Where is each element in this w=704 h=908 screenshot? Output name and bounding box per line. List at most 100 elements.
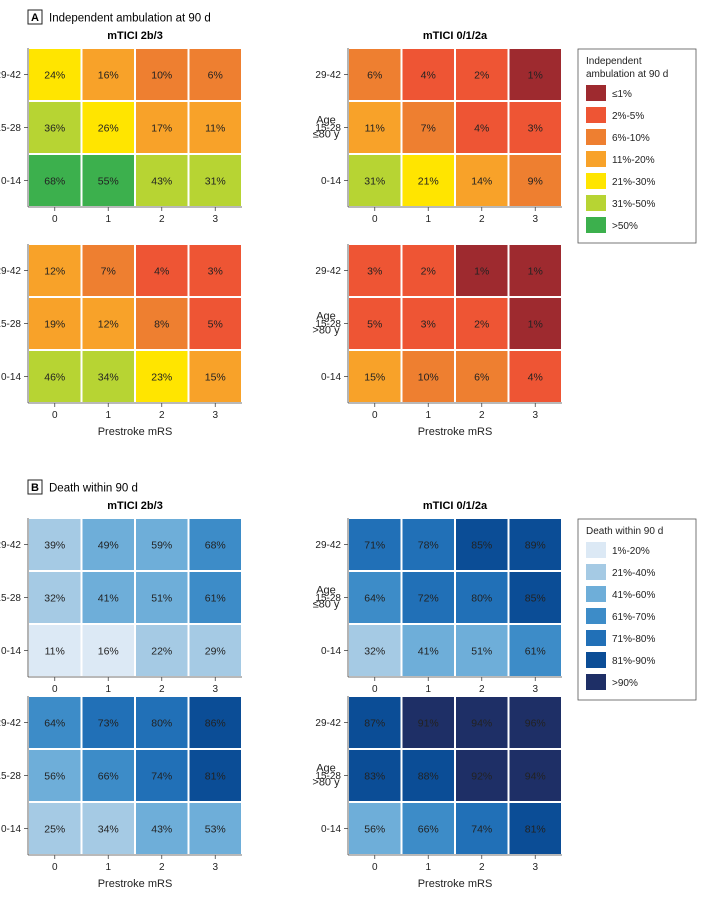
heatmap-cell-label: 56% [364,824,385,836]
heatmap-cell [187,349,243,404]
heatmap-cell [507,623,563,678]
legend-item-label: 11%-20% [612,155,655,166]
x-axis-label: Prestroke mRS [98,878,173,890]
heatmap-cell-label: 3% [421,319,436,331]
heatmap-cell [80,748,136,803]
heatmap-cell-label: 1% [528,70,543,82]
x-tick-label: 1 [425,862,431,873]
heatmap-cell [400,623,456,678]
heatmap-cell-label: 26% [98,123,119,135]
x-tick-label: 0 [52,862,58,873]
heatmap-cell [27,801,83,856]
x-tick-label: 3 [532,862,538,873]
heatmap-cell [507,517,563,572]
x-tick-label: 1 [105,214,111,225]
heatmap-column-title: mTICI 0/1/2a [423,500,488,512]
x-tick-label: 2 [159,862,165,873]
heatmap-cell-label: 96% [525,718,546,730]
heatmap-cell [187,153,243,208]
age-group-label: >80 y [312,325,340,337]
heatmap-cell-label: 1% [528,266,543,278]
age-group-label: Age [316,763,336,775]
legend-item-label: 81%-90% [612,656,655,667]
x-tick-label: 2 [479,410,485,421]
heatmap-cell-label: 71% [364,540,385,552]
y-tick-label: 15-28 [315,123,341,134]
y-tick-label: 15-28 [315,593,341,604]
x-tick-label: 3 [212,684,218,695]
heatmap-cell [134,153,190,208]
heatmap-cell-label: 92% [471,771,492,783]
x-tick-label: 3 [212,214,218,225]
heatmap-column-title: mTICI 2b/3 [107,30,163,42]
heatmap-cell-label: 89% [525,540,546,552]
y-tick-label: 0-14 [1,646,21,657]
y-tick-label: 29-42 [315,718,341,729]
heatmap-cell-label: 22% [151,646,172,658]
age-group-label: Age [316,311,336,323]
x-tick-label: 2 [159,410,165,421]
legend-swatch [586,630,606,646]
heatmap-cell [80,623,136,678]
y-tick-label: 0-14 [1,372,21,383]
heatmap-cell-label: 3% [208,266,223,278]
heatmap-cell [187,243,243,298]
legend-item-label: >50% [612,221,638,232]
heatmap-cell-label: 1% [528,319,543,331]
heatmap-cell-label: 17% [151,123,172,135]
x-tick-label: 1 [425,684,431,695]
legend-swatch [586,586,606,602]
heatmap-cell-label: 12% [44,266,65,278]
y-tick-label: 15-28 [315,319,341,330]
heatmap-cell [507,243,563,298]
legend-swatch [586,129,606,145]
heatmap-cell-label: 55% [98,176,119,188]
heatmap-cell-label: 7% [101,266,116,278]
heatmap-cell-label: 2% [421,266,436,278]
x-axis-label: Prestroke mRS [418,878,493,890]
legend-item-label: 6%-10% [612,133,650,144]
legend-title: ambulation at 90 d [586,69,668,80]
heatmap-cell-label: 16% [98,646,119,658]
x-tick-label: 3 [532,410,538,421]
heatmap-cell-label: 85% [471,540,492,552]
legend-swatch [586,85,606,101]
legend-swatch [586,542,606,558]
y-tick-label: 29-42 [0,70,21,81]
y-tick-label: 0-14 [321,646,341,657]
legend-item-label: >90% [612,678,638,689]
heatmap-cell-label: 68% [44,176,65,188]
legend-item-label: ≤1% [612,89,632,100]
y-tick-label: 29-42 [315,540,341,551]
heatmap-cell-label: 88% [418,771,439,783]
x-tick-label: 0 [372,684,378,695]
heatmap-cell-label: 9% [528,176,543,188]
heatmap-cell [27,100,83,155]
heatmap-cell-label: 39% [44,540,65,552]
heatmap-cell-label: 4% [528,372,543,384]
heatmap-cell-label: 15% [205,372,226,384]
heatmap-cell-label: 6% [474,372,489,384]
heatmap-cell-label: 4% [421,70,436,82]
heatmap-cell-label: 43% [151,176,172,188]
heatmap-cell-label: 74% [471,824,492,836]
heatmap-cell-label: 34% [98,824,119,836]
y-tick-label: 15-28 [0,593,21,604]
heatmap-cell-label: 36% [44,123,65,135]
heatmap-cell-label: 11% [205,123,225,135]
heatmap-cell-label: 41% [418,646,439,658]
x-axis-label: Prestroke mRS [98,426,173,438]
heatmap-cell-label: 34% [98,372,119,384]
x-tick-label: 1 [105,862,111,873]
legend-item-label: 1%-20% [612,546,650,557]
heatmap-cell-label: 51% [151,593,172,605]
heatmap-cell-label: 15% [364,372,385,384]
legend-swatch [586,564,606,580]
heatmap-cell-label: 25% [44,824,65,836]
panel-letter-box [27,9,43,25]
heatmap-column-title: mTICI 2b/3 [107,500,163,512]
heatmap-cell-label: 16% [98,70,119,82]
x-tick-label: 2 [159,214,165,225]
heatmap-cell [454,153,510,208]
